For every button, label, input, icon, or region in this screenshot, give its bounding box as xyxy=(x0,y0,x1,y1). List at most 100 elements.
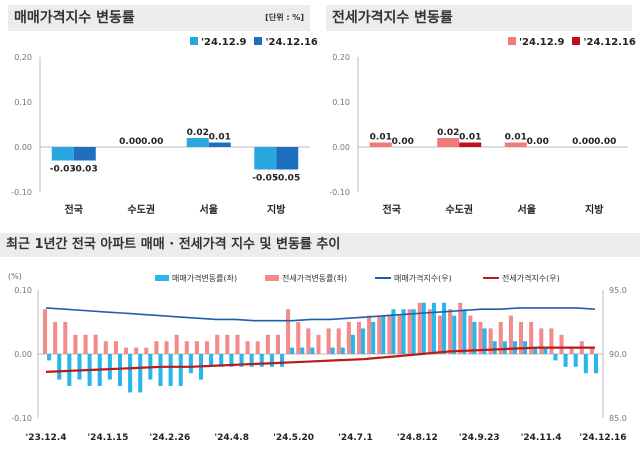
bar xyxy=(164,341,169,354)
category-label: 지방 xyxy=(267,203,286,216)
data-label: 0.00 xyxy=(527,137,549,147)
category-label: 서울 xyxy=(200,203,218,216)
data-label: 0.01 xyxy=(370,133,392,143)
legend-item: '24.12.9 xyxy=(508,37,564,48)
bar xyxy=(431,302,436,354)
bar xyxy=(63,322,68,354)
legend-item: '24.12.9 xyxy=(190,37,246,48)
bar xyxy=(508,315,513,354)
bar xyxy=(103,341,108,354)
y-right-tick-label: 95.0 xyxy=(609,286,627,295)
bar xyxy=(117,354,123,386)
bar xyxy=(452,315,457,354)
bar xyxy=(569,347,574,354)
x-tick-label: '24.4.8 xyxy=(214,433,249,443)
bar xyxy=(229,354,234,367)
y-tick-label: 0.00 xyxy=(14,143,32,152)
bar xyxy=(369,142,392,147)
bar xyxy=(387,315,392,354)
bar xyxy=(215,334,220,354)
x-tick-label: '24.2.26 xyxy=(149,433,190,443)
bar xyxy=(583,354,588,374)
data-label: 0.00 xyxy=(119,137,141,147)
bar xyxy=(225,334,230,354)
bar xyxy=(168,354,173,386)
sale-change-panel: 매매가격지수 변동률 [단위 : %] '24.12.9 '24.12.16 0.… xyxy=(0,0,318,228)
bar xyxy=(407,309,412,354)
data-label: 0.01 xyxy=(459,133,481,143)
bar xyxy=(478,322,483,354)
bar xyxy=(593,354,598,374)
bar xyxy=(254,147,277,170)
bar xyxy=(188,354,193,374)
bar xyxy=(421,302,426,354)
bar xyxy=(276,147,299,170)
bar xyxy=(502,341,507,354)
bar xyxy=(265,334,270,354)
bar xyxy=(208,142,231,147)
bar xyxy=(306,328,311,354)
unit-label: [단위 : %] xyxy=(265,13,304,22)
y-right-tick-label: 85.0 xyxy=(609,414,627,423)
bar xyxy=(51,147,74,161)
bar xyxy=(427,309,432,354)
bar xyxy=(255,341,260,354)
bar xyxy=(448,309,453,354)
legend-label: 매매가격변동률(좌) xyxy=(172,273,237,283)
data-label: -0.05 xyxy=(252,174,278,184)
y-tick-label: 0.00 xyxy=(332,143,350,152)
bar xyxy=(57,354,62,380)
bar xyxy=(124,347,129,354)
y-tick-label: 0.20 xyxy=(14,53,32,62)
data-label: -0.05 xyxy=(274,174,300,184)
bar xyxy=(377,315,382,354)
x-tick-label: '24.1.15 xyxy=(87,433,128,443)
bar xyxy=(468,315,473,354)
x-tick-label: '24.12.16 xyxy=(579,433,626,443)
bar xyxy=(492,341,497,354)
bar xyxy=(371,322,376,354)
bar xyxy=(310,347,315,354)
bar xyxy=(194,341,199,354)
bar xyxy=(245,341,250,354)
category-label: 수도권 xyxy=(127,204,155,216)
bar xyxy=(549,328,554,354)
bar xyxy=(458,302,463,354)
data-label: 0.01 xyxy=(505,133,527,143)
bar xyxy=(482,328,487,354)
trend-chart: (%) 0.10 0.00 -0.10 95.0 90.0 85.0 매매가격변동률(좌) 전세… xyxy=(8,272,627,443)
y-axis-label: (%) xyxy=(8,272,22,281)
bar xyxy=(259,354,264,367)
y-tick-label: -0.10 xyxy=(329,188,350,197)
bar xyxy=(316,334,321,354)
legend-swatch xyxy=(155,275,169,281)
y-right-tick-label: 90.0 xyxy=(609,350,627,359)
bar xyxy=(367,315,372,354)
legend: '24.12.9 '24.12.16 xyxy=(508,37,636,48)
bar xyxy=(397,315,402,354)
bar xyxy=(411,309,416,354)
bar xyxy=(43,309,48,354)
bar xyxy=(437,315,443,354)
data-label: 0.00 xyxy=(572,137,594,147)
bar xyxy=(350,334,355,354)
bar xyxy=(296,322,301,354)
bar xyxy=(340,347,345,354)
bar xyxy=(128,354,133,393)
legend-label: 매매가격지수(우) xyxy=(394,273,452,283)
data-label: -0.03 xyxy=(50,165,76,175)
bar xyxy=(417,302,422,354)
jeonse-change-panel: 전세가격지수 변동률 '24.12.9 '24.12.16 0.20 0.10 0.… xyxy=(318,0,640,228)
bar xyxy=(442,302,447,354)
trend-title: 최근 1년간 전국 아파트 매매 · 전세가격 지수 및 변동률 추이 xyxy=(0,233,640,257)
bar xyxy=(73,147,96,161)
chart-title: 매매가격지수 변동률 [단위 : %] xyxy=(8,5,310,31)
bar xyxy=(286,309,291,354)
legend-swatch xyxy=(265,275,279,281)
bar xyxy=(158,354,163,386)
bar xyxy=(504,142,527,147)
legend-item: '24.12.16 xyxy=(572,37,636,48)
bar xyxy=(533,347,538,354)
